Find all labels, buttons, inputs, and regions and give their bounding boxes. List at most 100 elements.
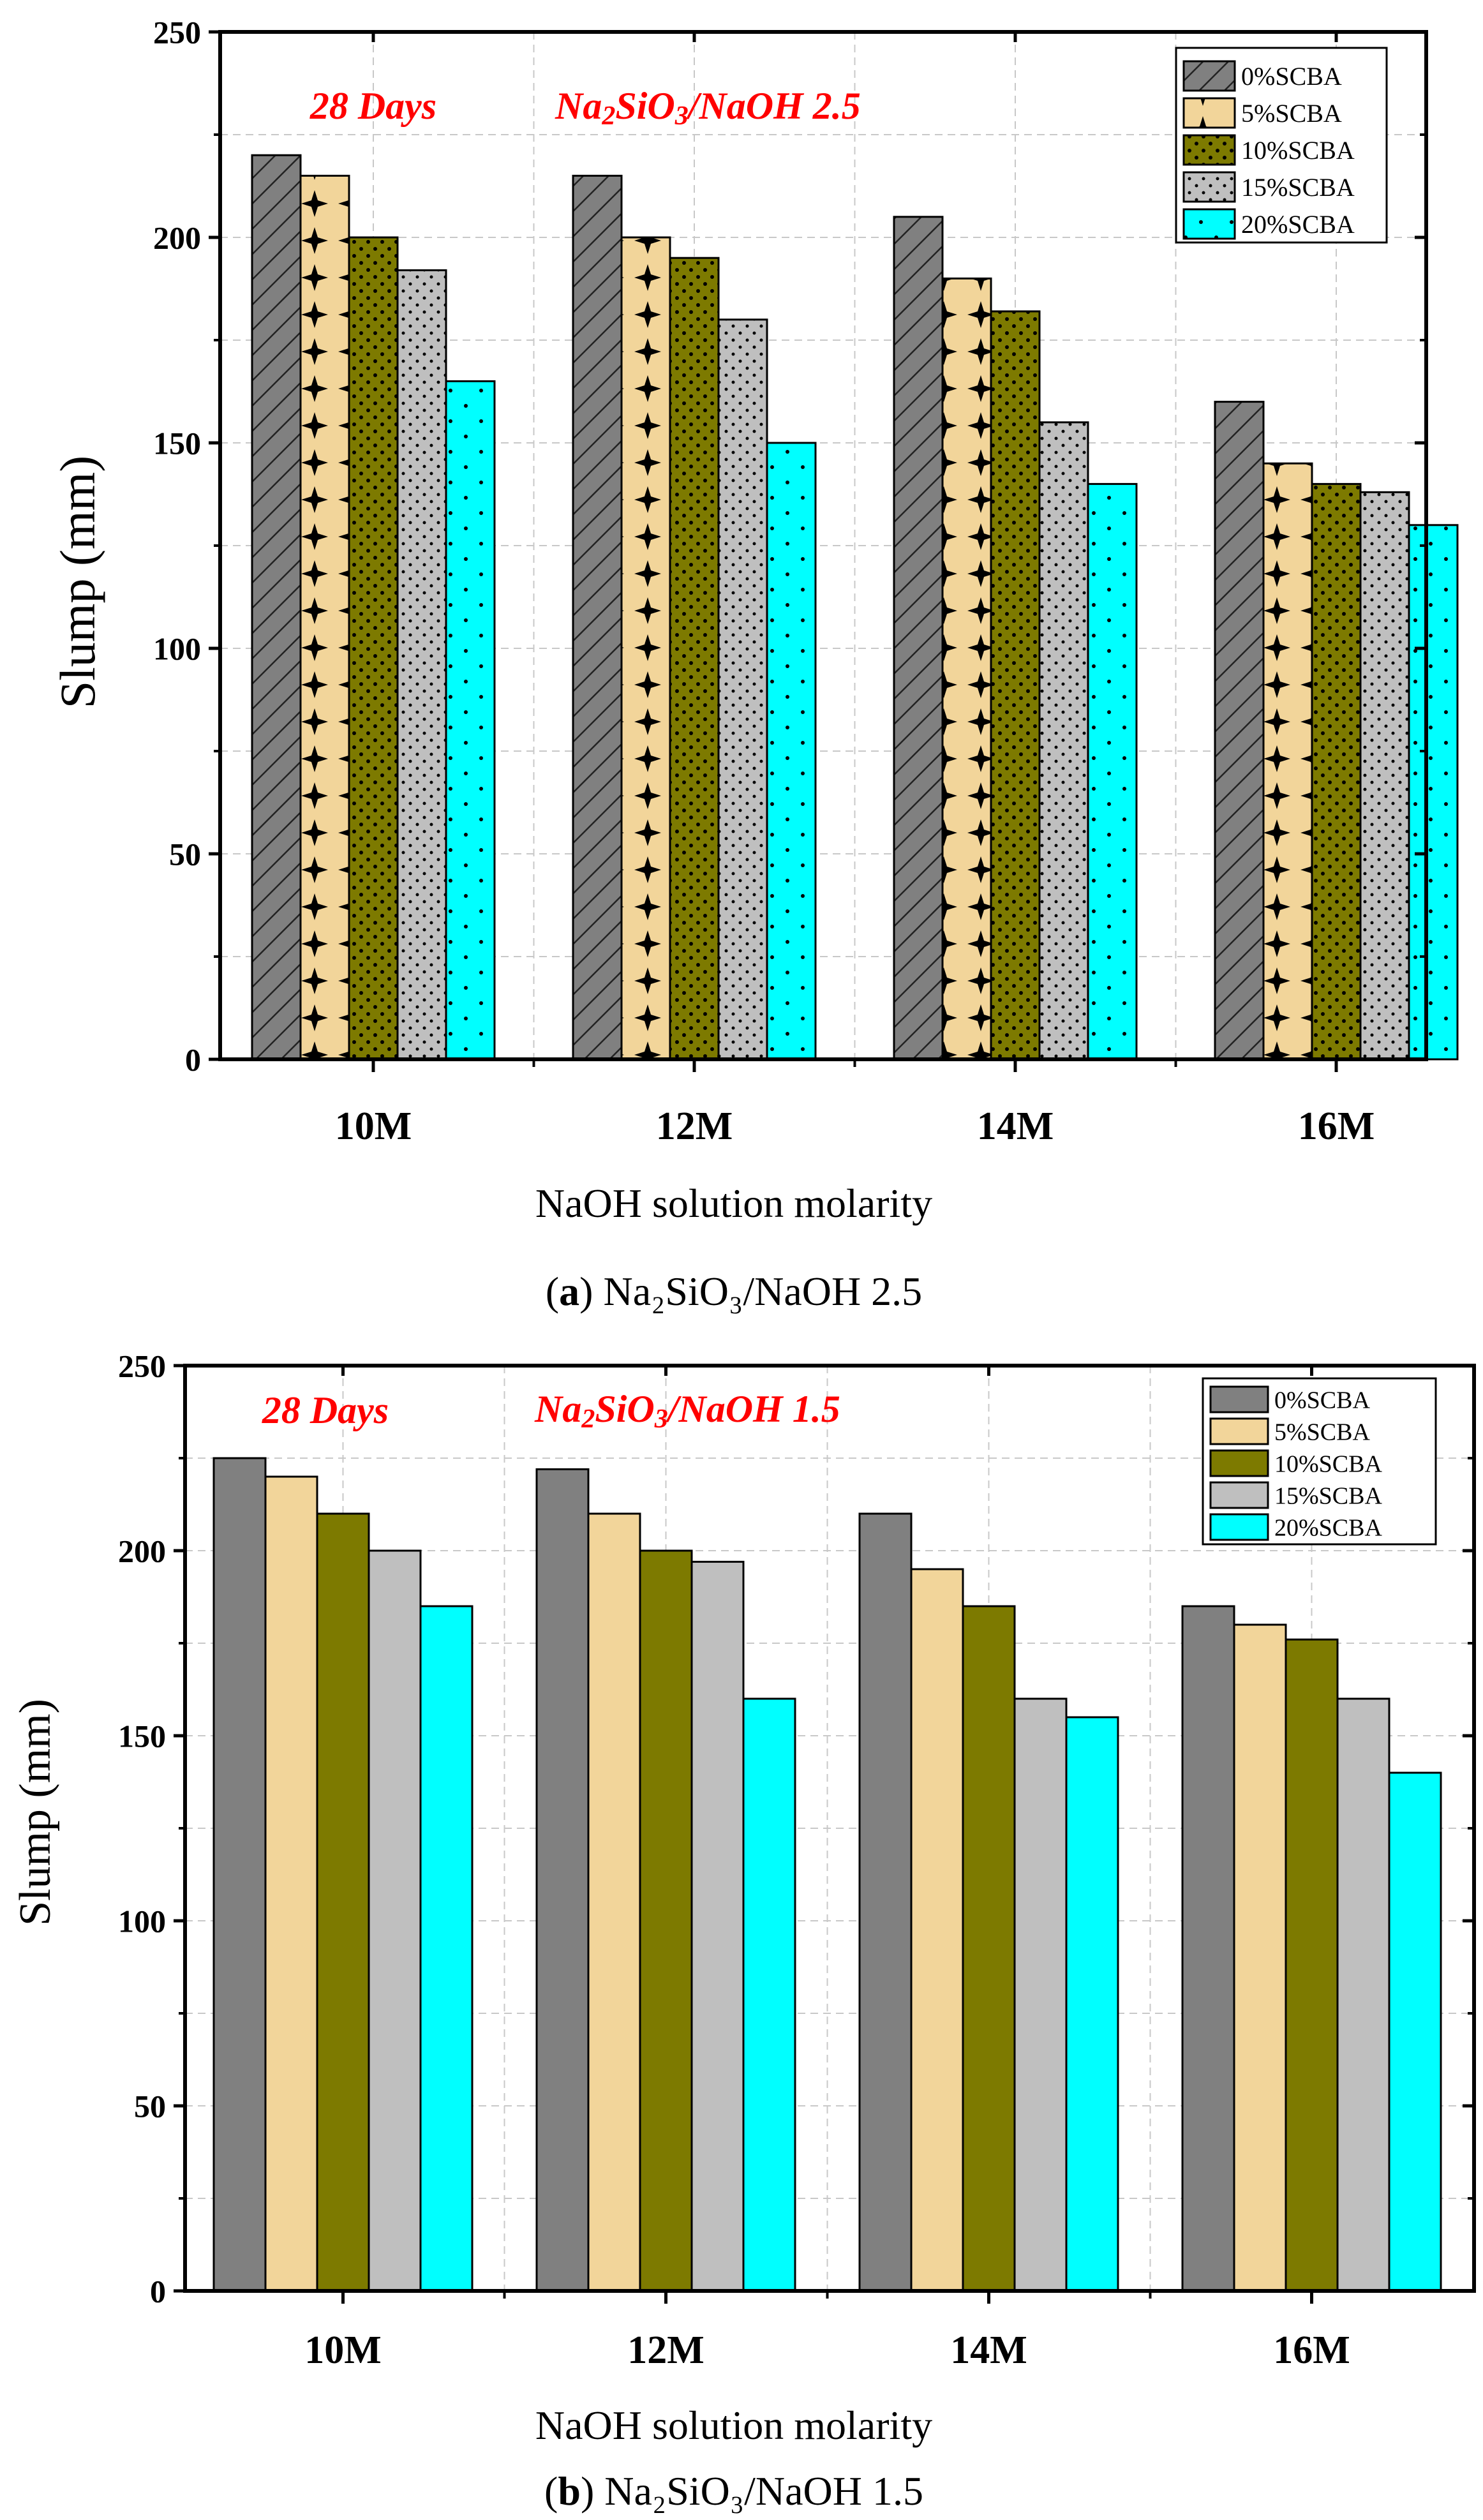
chart-a-bar-20pctscba-16m (1408, 524, 1459, 1061)
chart-a-legend-label: 20%SCBA (1241, 210, 1355, 239)
chart-a-legend-label: 10%SCBA (1241, 136, 1355, 165)
chart-b-ytick-label: 0 (150, 2274, 166, 2309)
chart-a-bar-5pctscba-12m (620, 236, 671, 1061)
chart-b-annotation-days: 28 Days (262, 1389, 389, 1431)
chart-b-bar-20pctscba-12m (742, 1697, 796, 2292)
chart-a-bar-15pctscba-16m (1359, 491, 1410, 1061)
chart-b-bar-20pctscba-14m (1065, 1716, 1119, 2292)
chart-a-annotation-days: 28 Days (309, 85, 436, 127)
chart-b-ytick-label: 250 (118, 1348, 166, 1384)
chart-a-bar-0pctscba-14m (893, 216, 944, 1061)
chart-a-bar-15pctscba-14m (1038, 421, 1089, 1061)
chart-b-bar-10pctscba-14m (962, 1605, 1016, 2292)
chart-a-bar-10pctscba-12m (669, 257, 720, 1061)
chart-b-caption-text: Na₂SiO₃/NaOH 1.5 (594, 2468, 923, 2514)
chart-a-category-label: 14M (977, 1105, 1054, 1148)
chart-panel-b: 28 Days Na2SiO3/NaOH 1.5 Slump (mm) NaOH… (11, 1348, 1476, 2514)
chart-a-legend-label: 0%SCBA (1241, 62, 1342, 91)
chart-a-bar-15pctscba-12m (717, 318, 768, 1061)
chart-a-category-label: 16M (1298, 1105, 1375, 1148)
chart-b-bar-5pctscba-14m (910, 1568, 964, 2292)
chart-b-ytick-label: 100 (118, 1904, 166, 1939)
chart-b-legend-swatch (1209, 1417, 1269, 1445)
chart-b-bar-0pctscba-16m (1181, 1605, 1235, 2292)
chart-a-bar-20pctscba-14m (1087, 482, 1138, 1061)
chart-b-legend-label: 5%SCBA (1274, 1419, 1370, 1445)
chart-a-caption-label: a (559, 1269, 579, 1314)
chart-b-x-axis-title: NaOH solution molarity (535, 2403, 932, 2448)
chart-a-legend-label: 5%SCBA (1241, 99, 1342, 128)
chart-b-bar-5pctscba-10m (264, 1475, 318, 2292)
chart-b-legend-label: 10%SCBA (1274, 1450, 1382, 1477)
chart-a-ytick-label: 200 (153, 220, 201, 256)
chart-b-bar-15pctscba-10m (368, 1549, 422, 2292)
chart-b-legend-swatch (1209, 1481, 1269, 1509)
chart-a-bar-10pctscba-10m (348, 236, 399, 1061)
chart-b-ytick-label: 200 (118, 1533, 166, 1569)
chart-b-category-label: 12M (627, 2329, 704, 2372)
chart-b-bar-5pctscba-12m (587, 1512, 641, 2292)
chart-a-category-label: 10M (335, 1105, 412, 1148)
chart-b-legend-label: 15%SCBA (1274, 1482, 1382, 1509)
chart-b-bar-5pctscba-16m (1233, 1623, 1287, 2292)
chart-a-bar-0pctscba-12m (572, 174, 623, 1061)
chart-a-x-axis-title: NaOH solution molarity (535, 1181, 932, 1226)
chart-b-category-label: 16M (1273, 2329, 1350, 2372)
chart-a-bar-10pctscba-14m (990, 310, 1041, 1061)
chart-b-caption-label: b (558, 2468, 581, 2514)
chart-a-category-label: 12M (656, 1105, 733, 1148)
chart-b-bar-0pctscba-12m (535, 1468, 590, 2292)
chart-b-legend-label: 0%SCBA (1274, 1387, 1370, 1413)
chart-a-legend-swatch (1182, 134, 1236, 166)
chart-b-bar-15pctscba-16m (1336, 1697, 1390, 2292)
chart-a-ytick-label: 0 (185, 1042, 201, 1078)
chart-a-annotation-ratio: Na2SiO3/NaOH 2.5 (555, 85, 861, 131)
chart-a-y-axis-title: Slump (mm) (50, 456, 105, 709)
chart-b-bar-10pctscba-16m (1285, 1638, 1339, 2292)
chart-b-legend-swatch (1209, 1513, 1269, 1541)
chart-a-legend: 0%SCBA 5%SCBA 10%SCBA 15%SCBA 20%SCBA (1175, 47, 1388, 244)
chart-b-bar-10pctscba-12m (639, 1549, 693, 2292)
chart-a-bar-15pctscba-10m (396, 269, 447, 1061)
chart-panel-a: 28 Days Na2SiO3/NaOH 2.5 Slump (mm) NaOH… (50, 15, 1459, 1314)
chart-a-bar-5pctscba-10m (299, 174, 350, 1061)
chart-b-bar-15pctscba-14m (1013, 1697, 1068, 2292)
chart-b-ytick-label: 150 (118, 1719, 166, 1754)
chart-b-annotation-ratio: Na2SiO3/NaOH 1.5 (534, 1388, 840, 1434)
chart-a-ytick-label: 100 (153, 631, 201, 667)
chart-a-legend-swatch (1182, 171, 1236, 203)
chart-a-caption-text: Na₂SiO₃/NaOH 2.5 (593, 1269, 922, 1314)
chart-a-ytick-label: 150 (153, 426, 201, 461)
chart-b-bar-20pctscba-16m (1388, 1771, 1442, 2292)
chart-b-legend: 0%SCBA 5%SCBA 10%SCBA 15%SCBA 20%SCBA (1202, 1377, 1437, 1546)
chart-b-bar-15pctscba-12m (690, 1560, 745, 2292)
chart-a-bar-5pctscba-14m (941, 277, 992, 1061)
chart-b-bar-10pctscba-10m (316, 1512, 370, 2292)
chart-b-category-label: 10M (304, 2329, 382, 2372)
chart-a-legend-swatch (1182, 208, 1236, 240)
chart-b-category-label: 14M (950, 2329, 1027, 2372)
chart-b-legend-swatch (1209, 1449, 1269, 1477)
chart-a-bar-20pctscba-12m (766, 442, 817, 1061)
chart-a-legend-swatch (1182, 97, 1236, 129)
chart-a-bar-10pctscba-16m (1311, 482, 1362, 1061)
chart-a-legend-label: 15%SCBA (1241, 173, 1355, 202)
chart-a-caption: (a) Na₂SiO₃/NaOH 2.5 (546, 1269, 922, 1314)
chart-a-bar-20pctscba-10m (445, 380, 496, 1061)
chart-a-bar-0pctscba-10m (251, 154, 302, 1061)
chart-b-caption: (b) Na₂SiO₃/NaOH 1.5 (544, 2468, 923, 2514)
chart-b-bar-20pctscba-10m (419, 1605, 473, 2292)
chart-b-legend-swatch (1209, 1385, 1269, 1413)
chart-a-ytick-label: 250 (153, 15, 201, 50)
chart-a-legend-swatch (1182, 60, 1236, 92)
chart-b-y-axis-title: Slump (mm) (11, 1699, 60, 1926)
chart-b-ytick-label: 50 (134, 2089, 166, 2124)
chart-b-bar-0pctscba-10m (212, 1457, 267, 2292)
chart-a-bar-0pctscba-16m (1214, 401, 1265, 1061)
chart-b-legend-label: 20%SCBA (1274, 1514, 1382, 1541)
chart-a-ytick-label: 50 (169, 837, 201, 872)
chart-b-bar-0pctscba-14m (858, 1512, 913, 2292)
chart-a-bar-5pctscba-16m (1262, 462, 1313, 1061)
